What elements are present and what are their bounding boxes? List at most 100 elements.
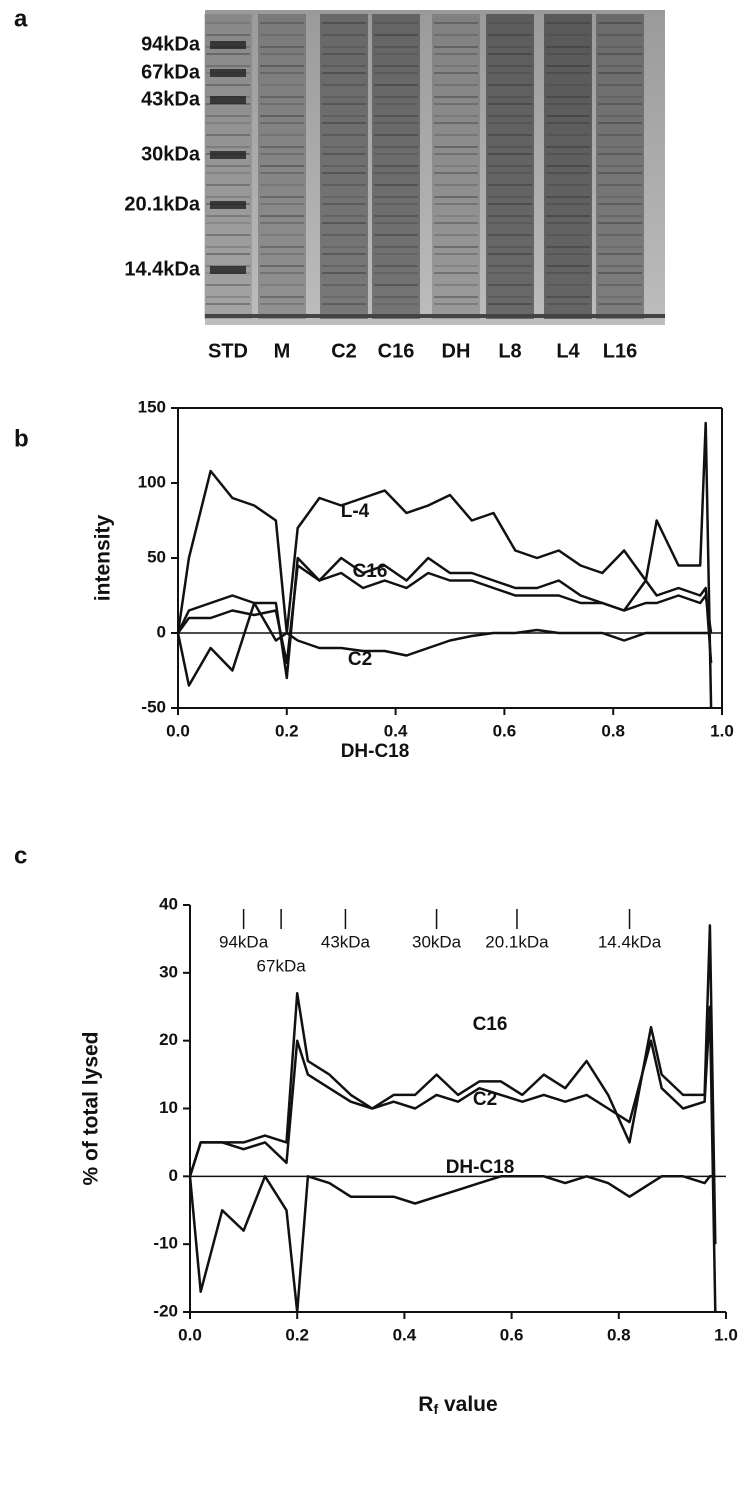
x-tick-label: 0.2 (285, 1325, 309, 1344)
gel-band (260, 34, 304, 36)
gel-band (598, 96, 642, 98)
gel-band (488, 84, 532, 86)
gel-band (598, 122, 642, 124)
gel-band (374, 34, 418, 36)
gel-band (434, 96, 478, 98)
gel-band (322, 96, 366, 98)
gel-band (546, 234, 590, 236)
lane-label: L16 (603, 340, 637, 362)
gel-band (322, 53, 366, 55)
gel-band (546, 72, 590, 74)
gel-band (374, 203, 418, 205)
gel-band (206, 222, 250, 224)
data-line (176, 556, 713, 680)
gel-band (434, 115, 478, 117)
gel-band (434, 72, 478, 74)
gel-band (374, 165, 418, 167)
gel-band (546, 222, 590, 224)
gel-band (434, 296, 478, 298)
gel-band (206, 215, 250, 217)
marker-band (210, 201, 246, 209)
gel-band (206, 34, 250, 36)
gel-band (374, 222, 418, 224)
gel-band (488, 22, 532, 24)
gel-band (546, 303, 590, 305)
gel-band (260, 253, 304, 255)
mw-marker-label: 14.4kDa (598, 932, 662, 951)
gel-band (488, 103, 532, 105)
gel-band (206, 115, 250, 117)
y-tick-label: -10 (153, 1234, 178, 1253)
gel-band (322, 22, 366, 24)
gel-band (546, 115, 590, 117)
gel-band (206, 234, 250, 236)
gel-band (260, 96, 304, 98)
gel-band (488, 296, 532, 298)
y-tick-label: 20 (159, 1030, 178, 1049)
gel-band (374, 84, 418, 86)
gel-band (434, 84, 478, 86)
lane-label: L4 (556, 340, 580, 362)
x-tick-label: 0.4 (393, 1325, 417, 1344)
gel-band (598, 284, 642, 286)
gel-band (434, 172, 478, 174)
series-label: C2 (348, 649, 372, 670)
gel-band (434, 46, 478, 48)
lane-label: C16 (378, 340, 415, 362)
gel-band (322, 172, 366, 174)
gel-band (434, 165, 478, 167)
gel-band (488, 53, 532, 55)
marker-band (210, 96, 246, 104)
gel-band (488, 234, 532, 236)
gel-band (598, 265, 642, 267)
gel-band (598, 103, 642, 105)
series-label: C2 (473, 1089, 497, 1110)
gel-band (260, 84, 304, 86)
x-axis-label-part: value (438, 1393, 498, 1416)
gel-band (206, 134, 250, 136)
gel-band (488, 265, 532, 267)
gel-band (598, 165, 642, 167)
gel-band (434, 246, 478, 248)
gel-band (206, 196, 250, 198)
gel-band (322, 103, 366, 105)
gel-band (434, 184, 478, 186)
gel-band (488, 96, 532, 98)
gel-lane (486, 14, 534, 319)
gel-band (488, 146, 532, 148)
x-tick-label: 1.0 (714, 1325, 738, 1344)
gel-band (546, 96, 590, 98)
gel-band (322, 196, 366, 198)
series-label: DH-C18 (341, 741, 410, 762)
gel-band (322, 234, 366, 236)
gel-band (322, 65, 366, 67)
mw-label: 30kDa (141, 143, 201, 165)
gel-band (488, 184, 532, 186)
gel-band (260, 72, 304, 74)
mw-marker-label: 43kDa (321, 932, 371, 951)
mw-label: 94kDa (141, 33, 201, 55)
gel-band (374, 272, 418, 274)
gel-band (598, 234, 642, 236)
gel-band (206, 253, 250, 255)
x-tick-label: 0.8 (601, 721, 625, 740)
gel-band (374, 246, 418, 248)
gel-band (374, 196, 418, 198)
gel-band (546, 153, 590, 155)
gel-band (488, 215, 532, 217)
gel-band (374, 46, 418, 48)
gel-band (546, 184, 590, 186)
gel-band (260, 222, 304, 224)
gel-band (322, 265, 366, 267)
gel-band (546, 272, 590, 274)
y-tick-label: -20 (153, 1301, 178, 1320)
x-tick-label: 0.6 (500, 1325, 524, 1344)
gel-band (374, 134, 418, 136)
gel-band (322, 153, 366, 155)
line-chart: -20 -10 0 10 20 30 40 0.0 0.2 0.4 0.6 0.8 1.0 % of to… (80, 894, 738, 1416)
gel-band (260, 272, 304, 274)
gel-band (206, 65, 250, 67)
y-tick-label: 0 (169, 1166, 178, 1185)
gel-band (546, 134, 590, 136)
